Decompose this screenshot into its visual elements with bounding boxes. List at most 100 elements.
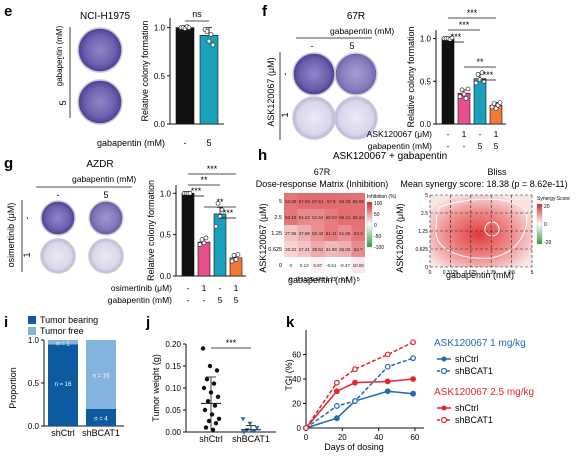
heatmap-cell-label: 51.65 bbox=[339, 231, 351, 236]
heatmap-cell bbox=[311, 225, 325, 241]
data-point bbox=[247, 421, 253, 426]
bar-label: n = 16 bbox=[93, 373, 111, 379]
data-point bbox=[235, 252, 241, 257]
panel-j-ylabel: Tumor weight (g) bbox=[151, 354, 161, 422]
panel-letter-e: e bbox=[4, 3, 12, 20]
data-point bbox=[465, 86, 471, 92]
x-tick-label: - bbox=[447, 141, 450, 151]
series-line bbox=[305, 341, 414, 429]
data-point bbox=[215, 394, 221, 399]
y-axis-label: Relative colony formation bbox=[146, 180, 156, 281]
legend-marker-1mg-shctrl bbox=[441, 356, 447, 362]
data-point bbox=[477, 77, 483, 82]
heatmap-cell-label: 67.06 bbox=[299, 199, 311, 204]
y-tick-label: 0.5 bbox=[420, 77, 432, 86]
heatmap-cell bbox=[324, 209, 338, 225]
x-tick-label: 60 bbox=[410, 433, 419, 442]
x-tick-label: - bbox=[187, 295, 190, 305]
y-tick-label: 1.0 bbox=[420, 35, 432, 44]
heatmap-cell bbox=[311, 241, 325, 257]
y-tick-label: 1.0 bbox=[160, 189, 172, 198]
significance-label: *** bbox=[191, 186, 202, 196]
panel-h-left-ylabel: ASK120067 (μM) bbox=[258, 203, 268, 272]
panel-f-drug-label: gabapentin (mM) bbox=[330, 26, 394, 36]
y-tick-label: 0.00 bbox=[165, 428, 181, 437]
panel-h-left-xlabel: gabapentin (mM) bbox=[288, 275, 356, 285]
y-tick-label: 20 bbox=[292, 400, 301, 409]
synergy-grid: 0 0.3125 0.625 1.25 2.5 5 5 2.5 1.25 0.625 0 bbox=[415, 193, 533, 276]
panel-f-title: 67R bbox=[347, 11, 365, 22]
data-point bbox=[457, 94, 463, 99]
data-point bbox=[303, 425, 309, 431]
heatmap-cell bbox=[284, 241, 298, 257]
x-tick-label: 1 bbox=[234, 283, 239, 293]
data-point bbox=[489, 104, 495, 110]
synergy-contour-inner bbox=[484, 221, 500, 237]
inhibition-legend-tick: 100 bbox=[374, 201, 383, 207]
significance-label: *** bbox=[467, 8, 478, 18]
heatmap-cell-label: 52.64 bbox=[312, 215, 324, 220]
panel-h-right-title: Bliss bbox=[487, 167, 507, 177]
data-point bbox=[207, 363, 213, 369]
synergy-legend-title: Synergy Score bbox=[537, 196, 570, 202]
bar-chart-f: 0.0 0.5 1.0 Relative colony formation ASK120… bbox=[367, 8, 506, 151]
data-point bbox=[210, 427, 216, 432]
x-tick-label: - bbox=[479, 129, 482, 139]
data-point bbox=[186, 25, 192, 30]
data-point bbox=[333, 379, 340, 386]
y-tick-label: 0.5 bbox=[28, 379, 40, 388]
x-tick-label: - bbox=[219, 283, 222, 293]
data-point bbox=[240, 417, 246, 422]
panel-j: j Tumor weight (g) 0.00 0.05 0.10 0.15 0.20 s… bbox=[145, 314, 276, 444]
heatmap-cell bbox=[311, 209, 325, 225]
bar bbox=[175, 27, 195, 125]
y-tick-label: 0 bbox=[297, 424, 302, 433]
bar-chart-g: 0.0 0.5 1.0 Relative colony formation osimer… bbox=[108, 164, 246, 305]
heatmap-cell-label: 50.43 bbox=[312, 231, 324, 236]
inhibition-legend-tick: 50 bbox=[374, 212, 380, 218]
panel-h: h ASK120067 + gabapentin 67R Dose-respon… bbox=[256, 147, 570, 285]
x-tick-label: 1 bbox=[494, 129, 499, 139]
x-tick-label: shCtrl bbox=[51, 428, 75, 438]
bar-label: n = 1 bbox=[56, 342, 70, 348]
panel-f-col-label-2: 5 bbox=[349, 41, 354, 51]
data-point bbox=[206, 38, 212, 44]
panel-h-right-ylabel: ASK120067 (μM) bbox=[395, 203, 405, 272]
x-tick-label: - bbox=[463, 141, 466, 151]
panel-e-row-label-2: 5 bbox=[58, 100, 68, 105]
data-point bbox=[214, 368, 220, 373]
x-row-label: osimertinib (μM) bbox=[111, 283, 172, 293]
significance-label: ** bbox=[476, 57, 484, 67]
heatmap-cell-label: 37.98 bbox=[299, 231, 311, 236]
panel-f-row-drug: ASK120067 (μM) bbox=[266, 57, 276, 126]
heatmap-cell-label: 63.3 bbox=[354, 231, 363, 236]
x-tick-label: 0.3125 bbox=[443, 270, 459, 276]
heatmap-cell-label: 36.02 bbox=[339, 247, 351, 252]
x-tick-label: 1 bbox=[462, 129, 467, 139]
heatmap-cell bbox=[351, 193, 365, 209]
heatmap-cell-label: 63.89 bbox=[285, 199, 297, 204]
y-tick-label: 2.5 bbox=[421, 211, 428, 217]
panel-g-row-drug: osimertinib (μM) bbox=[6, 203, 16, 268]
heatmap-cell bbox=[311, 193, 325, 209]
heatmap-cell-label: 67.61 bbox=[312, 199, 324, 204]
legend-label-2-5mg-shbcat1: shBCAT1 bbox=[455, 415, 493, 425]
legend-marker-2-5mg-shctrl bbox=[441, 405, 447, 411]
data-point bbox=[410, 376, 417, 382]
heatmap-cell bbox=[324, 225, 338, 241]
x-tick-label: 5 bbox=[478, 141, 483, 151]
data-point bbox=[459, 87, 465, 93]
x-row-label: ASK120067 (μM) bbox=[367, 129, 433, 139]
significance-label: ** bbox=[200, 175, 208, 185]
y-tick-label: 0.0 bbox=[160, 272, 172, 281]
heatmap-cell-label: 54.22 bbox=[299, 215, 311, 220]
data-point bbox=[201, 240, 207, 246]
x-row-label: gabapentin (mM) bbox=[108, 295, 172, 305]
heatmap-cell bbox=[351, 241, 365, 257]
data-point bbox=[352, 398, 358, 404]
data-point bbox=[216, 416, 222, 421]
data-point bbox=[199, 237, 205, 242]
data-point bbox=[208, 32, 214, 37]
y-tick-label: 1.25 bbox=[418, 229, 428, 235]
